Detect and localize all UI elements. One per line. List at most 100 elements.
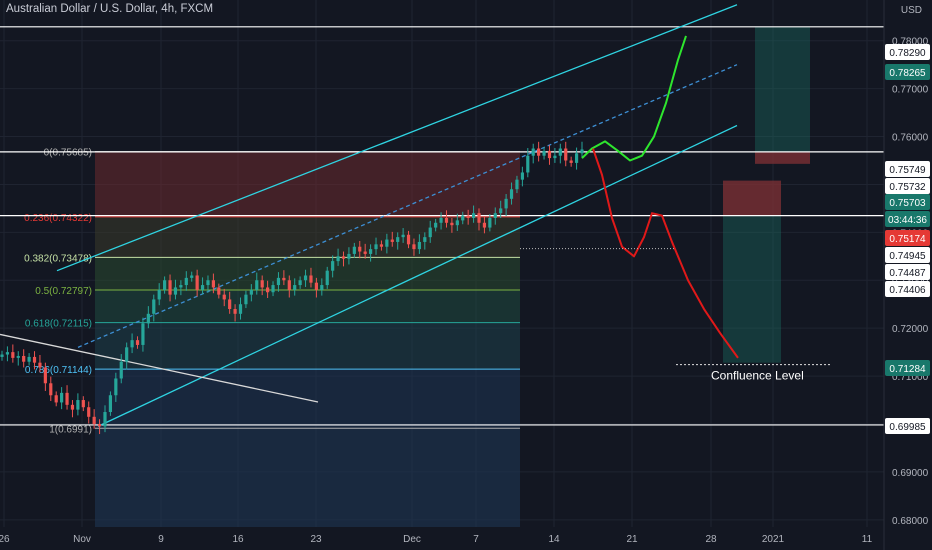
candle-body bbox=[509, 189, 514, 199]
candle-body bbox=[81, 400, 85, 408]
candle-body bbox=[298, 280, 302, 286]
time-tick-label: 21 bbox=[626, 534, 638, 545]
candle-body bbox=[260, 280, 264, 288]
candle-body bbox=[271, 285, 275, 293]
price-tag[interactable] bbox=[885, 281, 930, 297]
channel-lower-line[interactable] bbox=[97, 124, 738, 427]
price-tag[interactable] bbox=[885, 247, 930, 263]
price-tag-label: 0.78265 bbox=[889, 68, 926, 79]
price-tag-label: 03:44:36 bbox=[888, 215, 927, 226]
fib-level-label: 0.618(0.72115) bbox=[25, 319, 92, 330]
candle-body bbox=[347, 253, 351, 259]
price-tag[interactable] bbox=[885, 264, 930, 280]
candle-body bbox=[38, 362, 42, 368]
price-tag[interactable] bbox=[885, 44, 930, 60]
candle-body bbox=[553, 155, 557, 159]
price-tag[interactable] bbox=[885, 360, 930, 376]
candle-body bbox=[130, 340, 134, 348]
candle-body bbox=[515, 179, 519, 190]
price-tag[interactable] bbox=[885, 211, 930, 227]
price-tag[interactable] bbox=[885, 178, 930, 194]
candle-body bbox=[341, 256, 346, 259]
candle-body bbox=[54, 395, 58, 403]
candle-body bbox=[206, 280, 210, 286]
candle-body bbox=[135, 340, 140, 345]
time-tick-label: 7 bbox=[473, 534, 479, 545]
candle-body bbox=[488, 217, 492, 228]
price-tag[interactable] bbox=[885, 230, 930, 246]
price-tick-label: 0.71000 bbox=[892, 372, 929, 383]
fib-band bbox=[95, 322, 520, 370]
price-tick-label: 0.68000 bbox=[892, 516, 929, 527]
candle-body bbox=[471, 213, 476, 218]
candle-body bbox=[184, 277, 188, 286]
fib-level-label: 0.786(0.71144) bbox=[25, 365, 92, 376]
candle-body bbox=[32, 356, 37, 363]
candle-body bbox=[461, 215, 465, 221]
candle-body bbox=[60, 392, 64, 403]
candle-body bbox=[320, 285, 324, 290]
bullish-projection-path[interactable] bbox=[581, 35, 687, 162]
candle-body bbox=[564, 148, 568, 161]
time-tick-label: 16 bbox=[232, 534, 244, 545]
candle-body bbox=[287, 280, 291, 290]
candle-body bbox=[244, 294, 248, 305]
candle-body bbox=[168, 280, 172, 295]
candle-body bbox=[417, 241, 421, 250]
price-tag[interactable] bbox=[885, 64, 930, 80]
candle-body bbox=[401, 234, 405, 238]
candle-body bbox=[16, 355, 20, 358]
candle-body bbox=[293, 285, 297, 290]
candle-body bbox=[396, 237, 400, 242]
candle-body bbox=[499, 208, 503, 214]
stop-zone-upper bbox=[755, 151, 810, 164]
fib-band bbox=[95, 216, 520, 258]
price-tag[interactable] bbox=[885, 161, 930, 177]
candle-body bbox=[423, 237, 427, 242]
price-tag[interactable] bbox=[885, 194, 930, 210]
fib-level-label: 0.5(0.72797) bbox=[35, 286, 92, 297]
candle-body bbox=[87, 407, 91, 417]
chart-title: Australian Dollar / U.S. Dollar, 4h, FXC… bbox=[6, 3, 214, 15]
time-tick-label: 23 bbox=[310, 534, 322, 545]
candle-body bbox=[336, 256, 340, 262]
time-tick-label: 11 bbox=[862, 534, 873, 545]
candle-body bbox=[412, 244, 416, 250]
currency-label[interactable]: USD bbox=[900, 5, 922, 16]
candle-body bbox=[504, 198, 508, 209]
bearish-projection-path[interactable] bbox=[592, 148, 739, 359]
fib-band bbox=[95, 369, 520, 429]
candle-body bbox=[363, 251, 367, 254]
price-tag-label: 0.71284 bbox=[889, 364, 926, 375]
candle-body bbox=[233, 309, 237, 314]
candle-body bbox=[574, 153, 579, 163]
price-tag-label: 0.69985 bbox=[889, 422, 926, 433]
channel-mid-line[interactable] bbox=[77, 64, 738, 348]
price-tag-label: 0.75703 bbox=[889, 198, 926, 209]
candle-body bbox=[526, 155, 530, 173]
candle-body bbox=[238, 304, 243, 314]
price-tag[interactable] bbox=[885, 418, 930, 434]
channel-upper-line[interactable] bbox=[56, 4, 738, 272]
candle-body bbox=[146, 313, 150, 324]
candle-body bbox=[125, 347, 129, 362]
candle-body bbox=[152, 299, 156, 314]
candle-body bbox=[22, 355, 26, 362]
trend-line[interactable] bbox=[0, 333, 319, 403]
candle-body bbox=[466, 215, 470, 218]
candle-body bbox=[266, 287, 270, 293]
price-tag-label: 0.74406 bbox=[889, 285, 926, 296]
candle-body bbox=[390, 239, 394, 242]
target-zone-lower bbox=[723, 215, 781, 363]
candle-body bbox=[141, 323, 145, 345]
price-tick-label: 0.77000 bbox=[892, 85, 929, 96]
candle-body bbox=[379, 244, 384, 247]
fib-extension-band bbox=[95, 428, 520, 527]
candle-body bbox=[434, 222, 438, 228]
time-tick-label: 26 bbox=[0, 534, 10, 545]
price-tag-label: 0.75749 bbox=[889, 165, 926, 176]
candle-body bbox=[211, 280, 216, 288]
candle-body bbox=[217, 287, 221, 295]
